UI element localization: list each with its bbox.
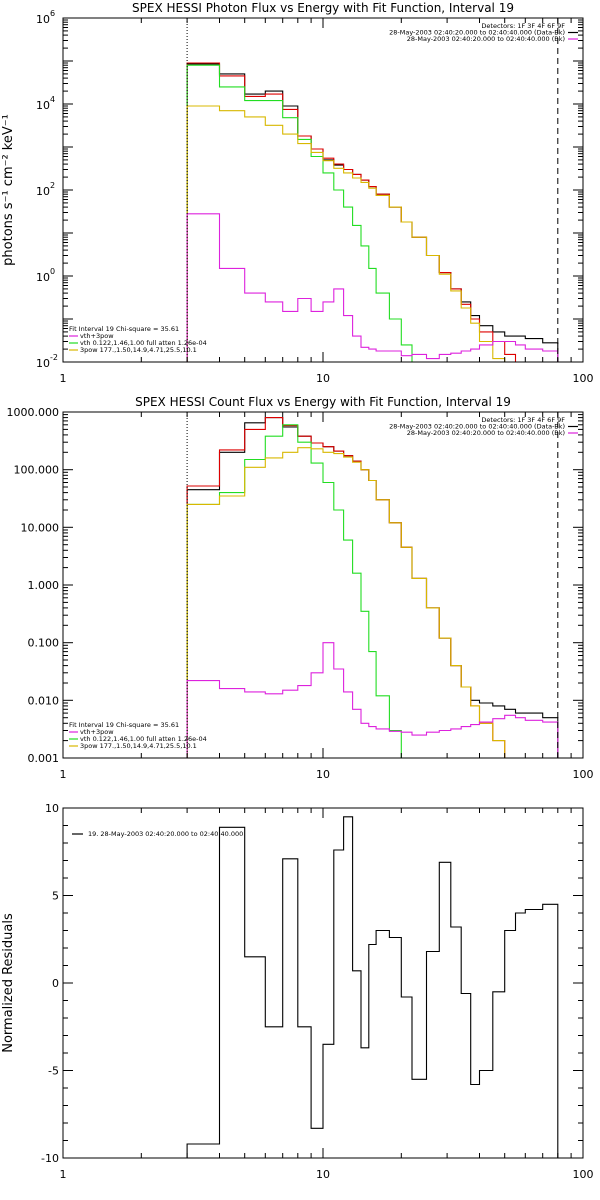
legend-top-entry: Detectors: 1F 3F 4F 6F 9F [481, 22, 565, 30]
chart-panel-3: 1 10 100 10 5 0 -5 -10 Normalized Residuals 19. 2… [1, 802, 594, 1181]
y-tick-label: 10 [45, 802, 59, 815]
legend-bottom-entry: vth 0.122,1.46,1.00 full atten 1.26e-04 [80, 339, 207, 347]
plot-area [186, 816, 559, 1158]
series-black-line [186, 63, 559, 362]
y-tick-label: 10 [36, 271, 50, 284]
y-tick-label: 10 [36, 185, 50, 198]
x-tick-label: 10 [316, 768, 330, 781]
x-tick-label: 10 [316, 372, 330, 385]
y-tick-label: 10 [36, 99, 50, 112]
chart-title: SPEX HESSI Count Flux vs Energy with Fit… [135, 395, 511, 409]
y-tick-label: 0 [52, 977, 59, 990]
chart-panel-2: 1 10 100 0.001 0.010 0.100 1.000 10.000 100.000 1… [7, 395, 594, 781]
y-tick-label: 0.001 [28, 752, 60, 765]
chart-title: SPEX HESSI Photon Flux vs Energy with Fi… [132, 1, 514, 15]
y-tick-label: -5 [48, 1065, 59, 1078]
y-tick-exponent: 4 [50, 95, 55, 104]
y-tick-label: 0.010 [28, 694, 60, 707]
legend-top-entry: 19. 28-May-2003 02:40:20.000 to 02:40:40… [88, 830, 243, 838]
legend-bottom-entry: Fit Interval 19 Chi-square = 35.61 [69, 325, 179, 333]
y-tick-label: 100.000 [14, 464, 60, 477]
x-tick-label: 10 [316, 1168, 330, 1181]
series-magenta-line [186, 213, 559, 362]
y-tick-exponent: 2 [50, 181, 55, 190]
y-tick-label: 10.000 [21, 521, 60, 534]
y-tick-label: 5 [52, 890, 59, 903]
legend-top-entry: 28-May-2003 02:40:20.000 to 02:40:40.000… [407, 35, 565, 43]
x-tick-label: 1 [60, 768, 67, 781]
series-black-line [186, 816, 559, 1158]
series-red-line [186, 417, 559, 758]
legend-top-entry: 28-May-2003 02:40:20.000 to 02:40:40.000… [389, 29, 565, 37]
x-tick-label: 1 [60, 1168, 67, 1181]
x-tick-label: 100 [573, 1168, 594, 1181]
plot-area [186, 62, 559, 362]
series-yellow-line [186, 105, 559, 362]
x-tick-label: 100 [573, 372, 594, 385]
y-tick-label: -10 [41, 1152, 59, 1165]
series-magenta-line [186, 642, 559, 758]
legend-bottom-entry: 3pow 177.,1.50,14.9,4.71,25.5,10.1 [80, 346, 197, 354]
series-yellow-line [186, 447, 559, 758]
y-tick-label: 0.100 [28, 637, 60, 650]
x-tick-label: 100 [573, 768, 594, 781]
plot-area [186, 417, 559, 758]
legend-top-entry: 28-May-2003 02:40:20.000 to 02:40:40.000… [389, 423, 565, 431]
y-tick-label: 10 [36, 357, 50, 370]
y-tick-exponent: 0 [50, 267, 55, 276]
legend-top-entry: 28-May-2003 02:40:20.000 to 02:40:40.000… [407, 429, 565, 437]
series-black-line [186, 417, 559, 758]
y-axis-label: Normalized Residuals [1, 913, 16, 1053]
legend-bottom-entry: Fit Interval 19 Chi-square = 35.61 [69, 721, 179, 729]
y-tick-exponent: -2 [50, 353, 58, 362]
series-green-line [186, 424, 559, 758]
legend-bottom-entry: 3pow 177.,1.50,14.9,4.71,25.5,10.1 [80, 742, 197, 750]
y-tick-exponent: 6 [50, 9, 55, 18]
y-tick-label: 10 [36, 13, 50, 26]
x-tick-label: 1 [60, 372, 67, 385]
legend-bottom-entry: vth+3pow [80, 728, 114, 736]
legend-top-entry: Detectors: 1F 3F 4F 6F 9F [481, 416, 565, 424]
series-green-line [186, 64, 559, 362]
legend-bottom-entry: vth 0.122,1.46,1.00 full atten 1.26e-04 [80, 735, 207, 743]
y-tick-label: 1000.000 [7, 406, 60, 419]
y-axis-label: photons s⁻¹ cm⁻² keV⁻¹ [1, 114, 16, 266]
legend-bottom-entry: vth+3pow [80, 332, 114, 340]
y-tick-label: 1.000 [28, 579, 60, 592]
